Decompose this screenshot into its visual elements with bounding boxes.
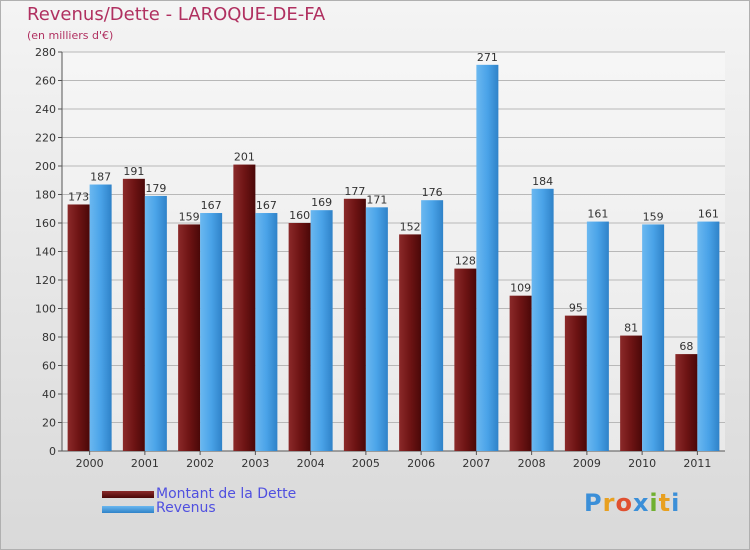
logo-letter: i	[671, 489, 681, 517]
legend-label-dette: Montant de la Dette	[156, 486, 297, 502]
bar-dette	[178, 224, 201, 451]
data-label: 161	[587, 208, 608, 221]
data-label: 171	[366, 193, 387, 206]
chart-title: Revenus/Dette - LAROQUE-DE-FA	[27, 4, 326, 25]
bar-dette	[67, 204, 90, 451]
bar-dette	[122, 178, 145, 451]
legend-swatch-dette	[102, 491, 154, 498]
x-tick-label: 2007	[462, 457, 490, 470]
bar-revenus	[586, 221, 609, 451]
bar-revenus	[476, 64, 499, 451]
legend-swatch-revenus	[102, 506, 154, 513]
bar-dette	[343, 198, 366, 451]
data-label: 167	[201, 199, 222, 212]
x-tick-label: 2004	[297, 457, 325, 470]
bar-revenus	[531, 188, 554, 452]
legend-label-revenus: Revenus	[156, 500, 216, 516]
x-tick-label: 2009	[573, 457, 601, 470]
x-tick-label: 2010	[628, 457, 656, 470]
data-label: 128	[455, 255, 476, 268]
data-label: 167	[256, 199, 277, 212]
bar-dette	[454, 268, 477, 451]
bar-revenus	[200, 213, 223, 451]
bar-dette	[509, 295, 532, 451]
x-tick-label: 2002	[186, 457, 214, 470]
x-tick-label: 2011	[683, 457, 711, 470]
data-label: 159	[643, 210, 664, 223]
y-tick-label: 220	[35, 132, 56, 145]
data-label: 68	[679, 340, 693, 353]
data-label: 95	[569, 302, 583, 315]
bar-dette	[620, 335, 643, 451]
data-label: 191	[123, 165, 144, 178]
data-label: 177	[344, 185, 365, 198]
y-tick-label: 180	[35, 189, 56, 202]
bar-revenus	[255, 213, 278, 451]
data-label: 187	[90, 171, 111, 184]
bar-dette	[288, 223, 311, 451]
data-label: 169	[311, 196, 332, 209]
logo-letter: P	[584, 489, 603, 517]
y-tick-label: 260	[35, 75, 56, 88]
data-label: 271	[477, 51, 498, 64]
x-tick-label: 2006	[407, 457, 435, 470]
bar-dette	[233, 164, 256, 451]
data-label: 161	[698, 208, 719, 221]
bar-dette	[399, 234, 422, 451]
y-tick-label: 40	[42, 388, 56, 401]
logo-letter: i	[649, 489, 659, 517]
y-tick-label: 200	[35, 160, 56, 173]
y-tick-label: 60	[42, 360, 56, 373]
logo-letter: r	[602, 489, 616, 517]
bar-dette	[564, 315, 587, 451]
bar-revenus	[144, 195, 167, 451]
bar-revenus	[310, 210, 333, 451]
x-tick-label: 2003	[241, 457, 269, 470]
bar-revenus	[697, 221, 720, 451]
data-label: 176	[422, 186, 443, 199]
bar-revenus	[365, 207, 388, 451]
proxiti-logo: Proxiti	[584, 489, 680, 517]
x-tick-label: 2005	[352, 457, 380, 470]
logo-letter: x	[632, 489, 650, 517]
data-label: 201	[234, 151, 255, 164]
data-label: 159	[179, 210, 200, 223]
data-label: 152	[400, 220, 421, 233]
data-label: 179	[145, 182, 166, 195]
y-tick-label: 160	[35, 217, 56, 230]
bar-revenus	[421, 200, 444, 451]
data-label: 173	[68, 190, 89, 203]
data-label: 81	[624, 322, 638, 335]
logo-letter: t	[658, 489, 672, 517]
x-tick-label: 2001	[131, 457, 159, 470]
data-label: 109	[510, 282, 531, 295]
y-tick-label: 280	[35, 46, 56, 59]
data-label: 184	[532, 175, 553, 188]
logo-letter: o	[615, 489, 633, 517]
x-tick-label: 2000	[76, 457, 104, 470]
data-label: 160	[289, 209, 310, 222]
y-tick-label: 140	[35, 246, 56, 259]
y-tick-label: 120	[35, 274, 56, 287]
bar-dette	[675, 354, 698, 451]
bar-chart: 0 20 40 60 80 100 120 140 160 180 200 220 240 260 280 2…	[35, 46, 725, 470]
bar-revenus	[89, 184, 112, 451]
x-tick-label: 2008	[518, 457, 546, 470]
y-tick-label: 80	[42, 331, 56, 344]
y-tick-label: 20	[42, 417, 56, 430]
y-tick-label: 240	[35, 103, 56, 116]
y-tick-label: 100	[35, 303, 56, 316]
y-tick-label: 0	[49, 445, 56, 458]
bar-revenus	[642, 224, 665, 451]
chart-subtitle: (en milliers d'€)	[27, 29, 114, 42]
